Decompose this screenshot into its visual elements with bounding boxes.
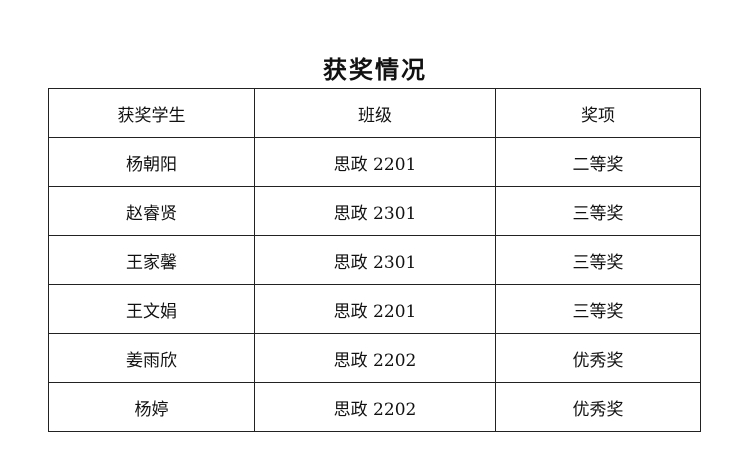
cell-student: 王文娟: [48, 284, 255, 334]
cell-award: 优秀奖: [495, 382, 701, 432]
cell-class: 思政 2201: [254, 284, 496, 334]
document-title: 获奖情况: [323, 55, 427, 84]
cell-class: 思政 2301: [254, 235, 496, 285]
table-row: 姜雨欣 思政 2202 优秀奖: [48, 333, 701, 383]
table-row: 王家馨 思政 2301 三等奖: [48, 235, 701, 285]
cell-class: 思政 2202: [254, 382, 496, 432]
table-row: 杨朝阳 思政 2201 二等奖: [48, 137, 701, 187]
header-class: 班级: [254, 88, 496, 138]
table-row: 王文娟 思政 2201 三等奖: [48, 284, 701, 334]
cell-award: 三等奖: [495, 284, 701, 334]
cell-award: 优秀奖: [495, 333, 701, 383]
cell-student: 杨婷: [48, 382, 255, 432]
table-header-row: 获奖学生 班级 奖项: [48, 88, 701, 138]
cell-student: 王家馨: [48, 235, 255, 285]
cell-award: 三等奖: [495, 235, 701, 285]
cell-student: 杨朝阳: [48, 137, 255, 187]
cell-class: 思政 2202: [254, 333, 496, 383]
cell-award: 二等奖: [495, 137, 701, 187]
awards-table: 获奖学生 班级 奖项 杨朝阳 思政 2201 二等奖 赵睿贤 思政 2301 三等奖 王家馨…: [48, 88, 701, 432]
header-award: 奖项: [495, 88, 701, 138]
table-row: 赵睿贤 思政 2301 三等奖: [48, 186, 701, 236]
header-student: 获奖学生: [48, 88, 255, 138]
cell-class: 思政 2301: [254, 186, 496, 236]
cell-student: 姜雨欣: [48, 333, 255, 383]
cell-class: 思政 2201: [254, 137, 496, 187]
cell-student: 赵睿贤: [48, 186, 255, 236]
table-row: 杨婷 思政 2202 优秀奖: [48, 382, 701, 432]
cell-award: 三等奖: [495, 186, 701, 236]
